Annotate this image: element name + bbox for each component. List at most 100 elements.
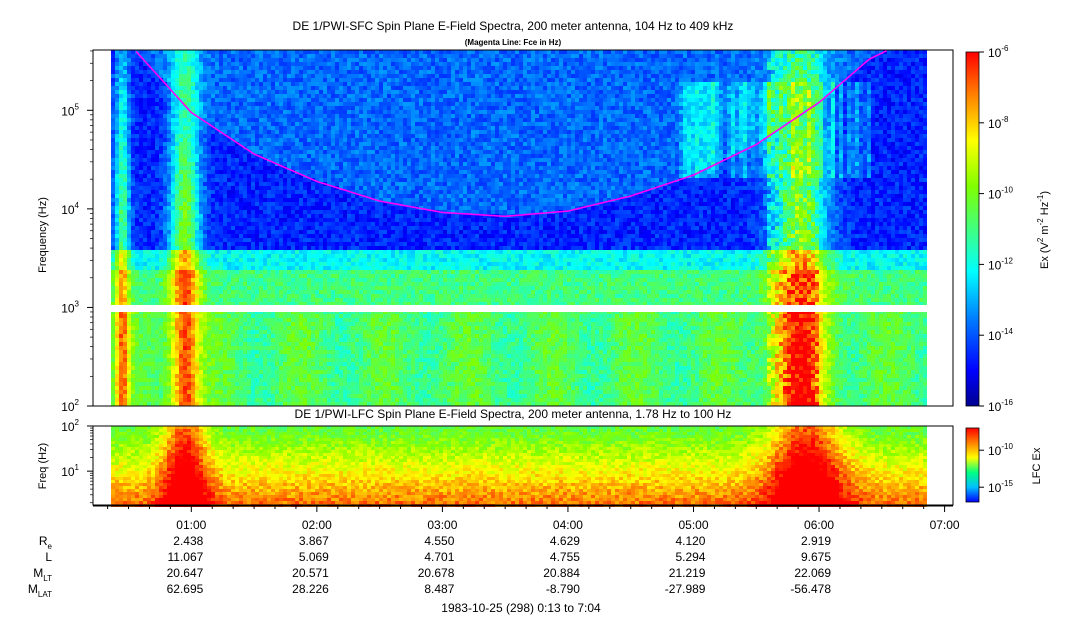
sfc-cell: [247, 246, 251, 250]
sfc-cell: [151, 74, 155, 78]
sfc-cell: [243, 322, 247, 326]
sfc-cell: [275, 94, 279, 98]
sfc-cell: [147, 102, 151, 106]
sfc-cell: [243, 66, 247, 70]
sfc-cell: [119, 126, 123, 130]
sfc-cell: [131, 62, 135, 66]
sfc-cell: [123, 374, 127, 378]
sfc-cell: [223, 86, 227, 90]
sfc-cell: [163, 58, 167, 62]
sfc-cell: [271, 370, 275, 374]
sfc-cell: [215, 358, 219, 362]
sfc-cell: [203, 222, 207, 226]
sfc-cell: [235, 338, 239, 342]
sfc-cell: [143, 382, 147, 386]
sfc-cell: [243, 54, 247, 58]
sfc-cell: [195, 94, 199, 98]
sfc-cell: [219, 90, 223, 94]
sfc-cell: [219, 114, 223, 118]
sfc-cell: [163, 398, 167, 402]
sfc-cell: [127, 262, 131, 266]
sfc-cell: [219, 110, 223, 114]
sfc-cell: [307, 266, 311, 270]
sfc-cell: [219, 286, 223, 290]
sfc-cell: [151, 286, 155, 290]
sfc-cell: [255, 186, 259, 190]
sfc-cell: [303, 134, 307, 138]
sfc-cell: [183, 170, 187, 174]
sfc-cell: [227, 226, 231, 230]
sfc-cell: [259, 254, 263, 258]
sfc-cell: [271, 338, 275, 342]
sfc-cell: [175, 258, 179, 262]
sfc-cell: [327, 374, 331, 378]
sfc-cell: [207, 346, 211, 350]
sfc-cell: [115, 194, 119, 198]
sfc-cell: [159, 166, 163, 170]
sfc-cell: [227, 250, 231, 254]
sfc-cell: [283, 162, 287, 166]
sfc-cell: [155, 254, 159, 258]
sfc-cell: [151, 110, 155, 114]
sfc-cell: [127, 226, 131, 230]
sfc-cell: [299, 174, 303, 178]
sfc-cell: [203, 134, 207, 138]
sfc-cell: [215, 118, 219, 122]
sfc-cell: [207, 358, 211, 362]
sfc-cell: [131, 70, 135, 74]
sfc-cell: [291, 398, 295, 402]
sfc-cell: [319, 98, 323, 102]
sfc-cell: [251, 178, 255, 182]
sfc-cell: [187, 198, 191, 202]
sfc-cell: [207, 146, 211, 150]
sfc-cell: [171, 314, 175, 318]
sfc-cell: [319, 370, 323, 374]
sfc-cell: [179, 358, 183, 362]
sfc-cell: [279, 366, 283, 370]
sfc-cell: [167, 206, 171, 210]
sfc-cell: [159, 314, 163, 318]
sfc-cell: [175, 338, 179, 342]
sfc-cell: [283, 370, 287, 374]
sfc-cell: [311, 282, 315, 286]
sfc-cell: [155, 282, 159, 286]
sfc-cell: [219, 166, 223, 170]
sfc-cell: [323, 286, 327, 290]
sfc-cell: [291, 58, 295, 62]
sfc-cell: [207, 182, 211, 186]
sfc-cell: [307, 70, 311, 74]
sfc-cell: [243, 358, 247, 362]
sfc-cell: [187, 326, 191, 330]
sfc-cell: [123, 190, 127, 194]
sfc-cell: [247, 114, 251, 118]
sfc-cell: [283, 334, 287, 338]
sfc-cell: [279, 338, 283, 342]
sfc-cell: [131, 94, 135, 98]
sfc-cell: [307, 146, 311, 150]
sfc-cell: [315, 246, 319, 250]
sfc-cell: [307, 186, 311, 190]
sfc-cell: [159, 374, 163, 378]
sfc-cell: [275, 154, 279, 158]
sfc-cell: [115, 206, 119, 210]
sfc-cell: [283, 278, 287, 282]
sfc-cell: [127, 286, 131, 290]
sfc-cell: [327, 254, 331, 258]
sfc-cell: [323, 98, 327, 102]
sfc-cell: [227, 134, 231, 138]
sfc-cell: [171, 86, 175, 90]
sfc-cell: [191, 102, 195, 106]
sfc-cell: [143, 334, 147, 338]
sfc-cell: [219, 78, 223, 82]
sfc-cell: [143, 154, 147, 158]
sfc-cell: [299, 282, 303, 286]
sfc-cell: [295, 370, 299, 374]
sfc-cell: [259, 394, 263, 398]
sfc-cell: [131, 102, 135, 106]
sfc-cell: [239, 378, 243, 382]
sfc-cell: [267, 186, 271, 190]
sfc-cell: [167, 134, 171, 138]
sfc-cell: [171, 322, 175, 326]
sfc-cell: [111, 130, 115, 134]
sfc-cell: [235, 190, 239, 194]
